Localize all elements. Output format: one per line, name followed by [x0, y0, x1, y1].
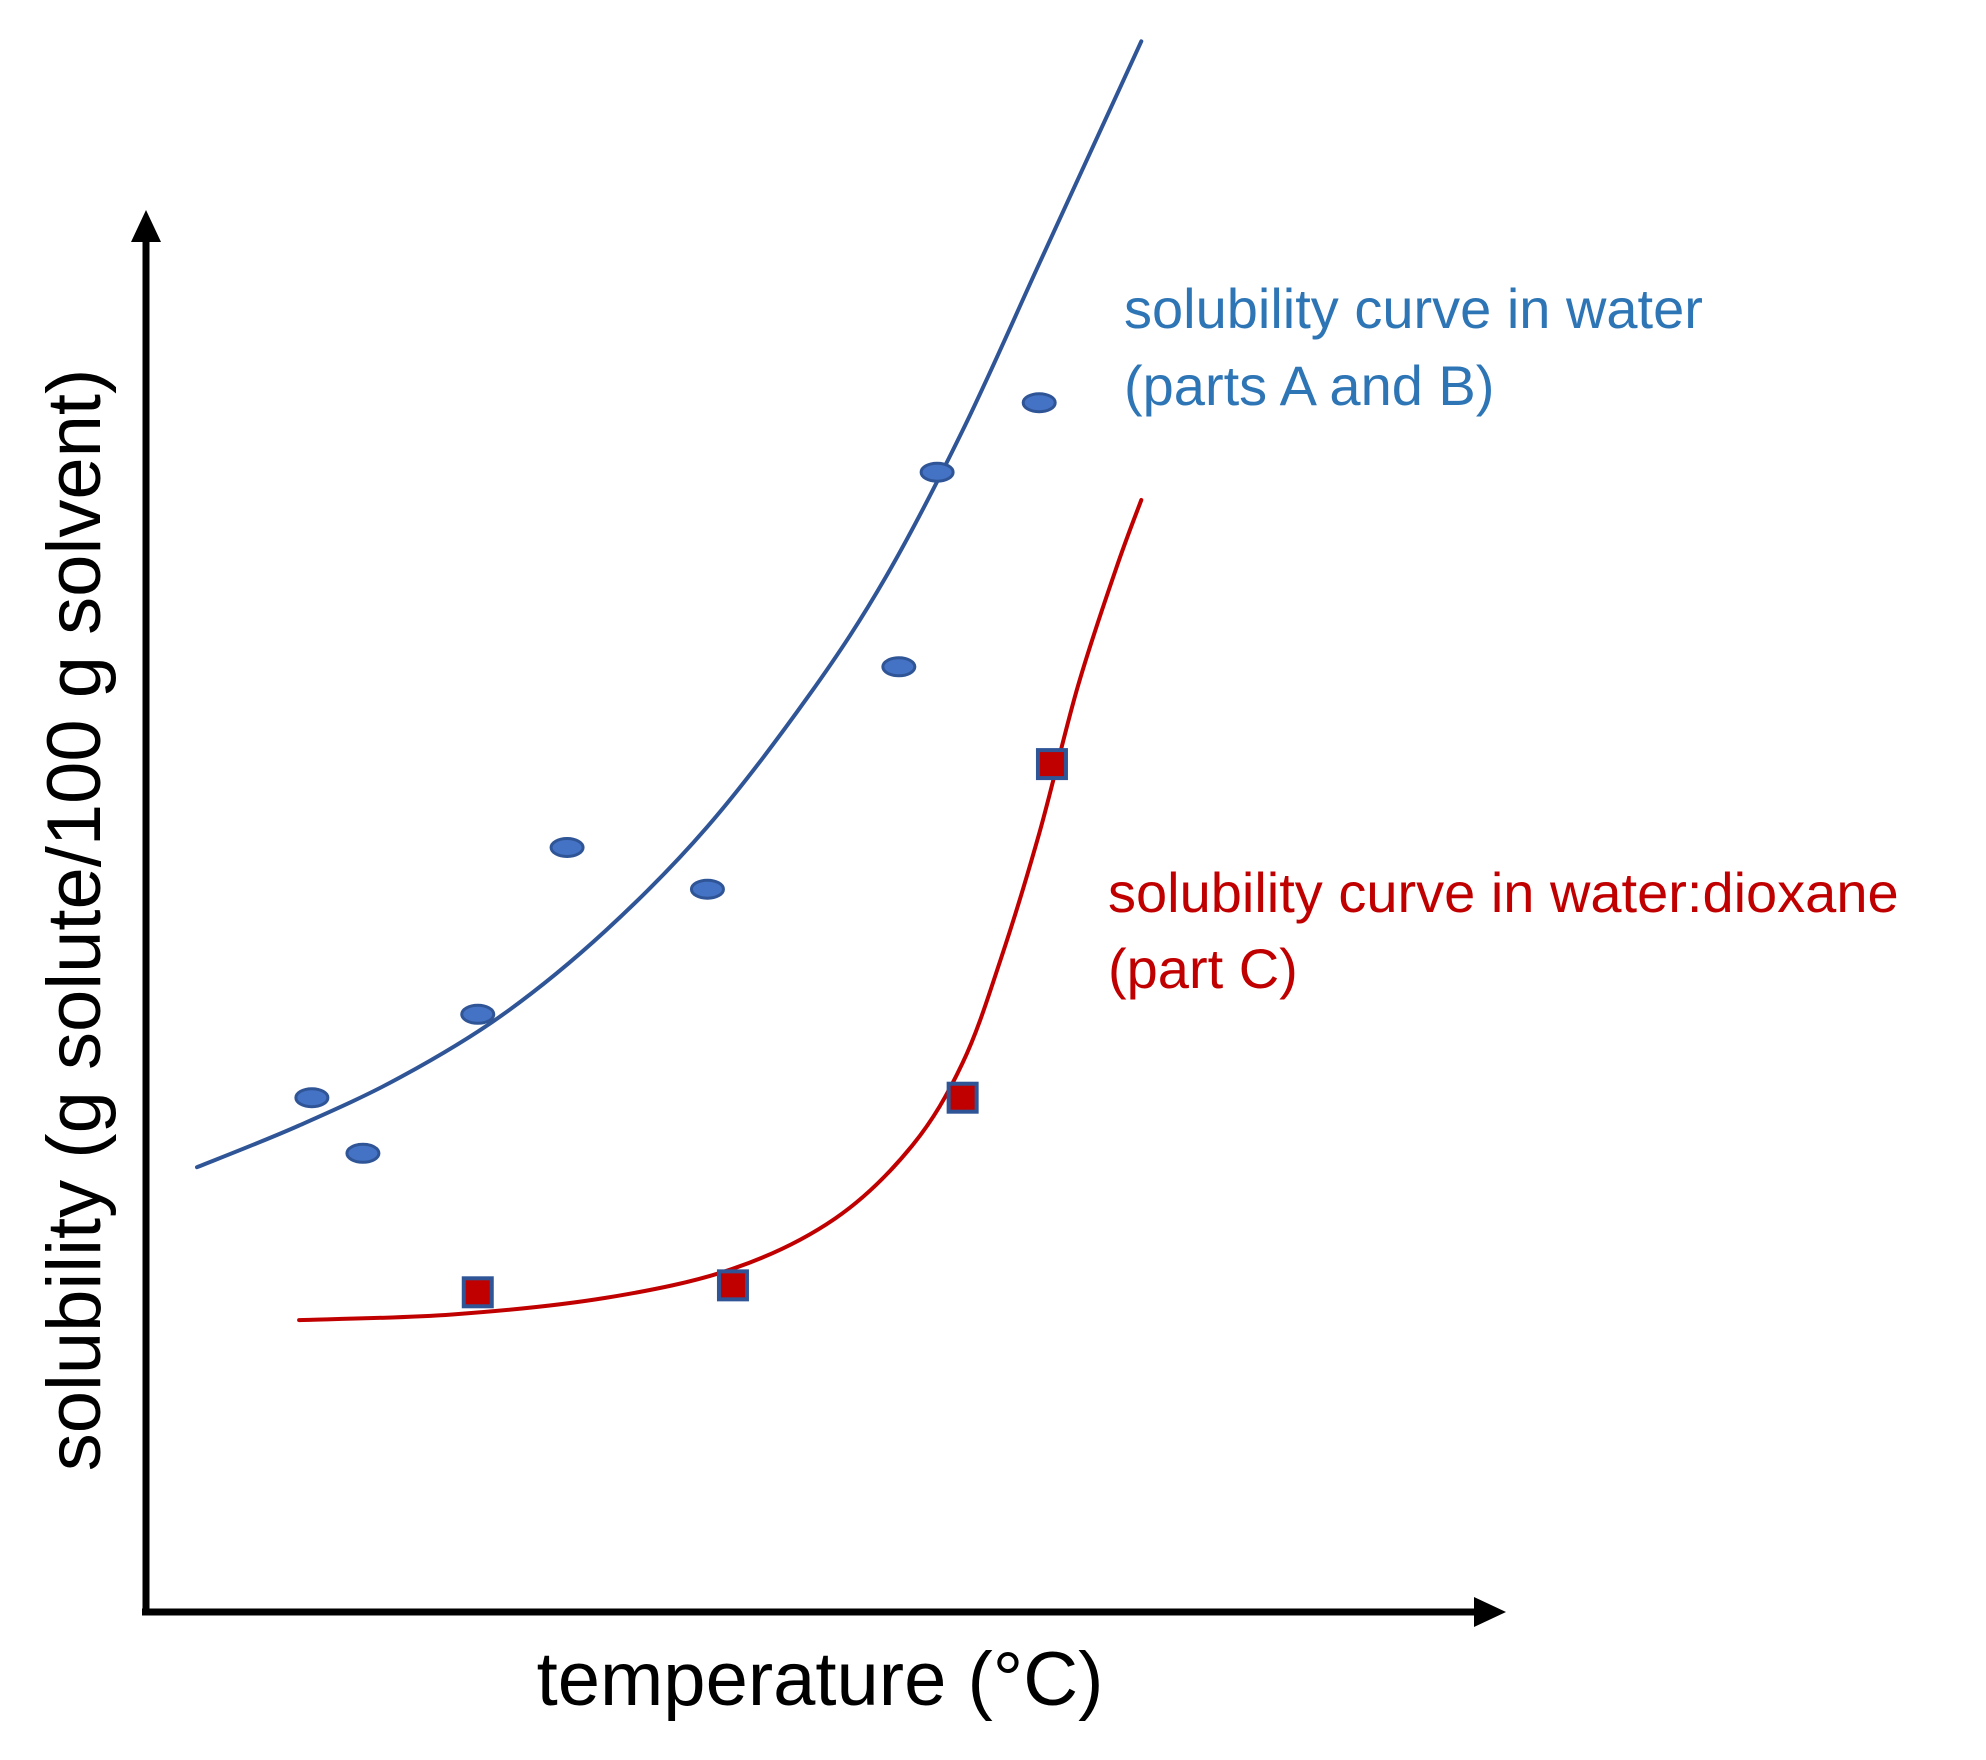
water-data-point-3 [460, 1003, 496, 1025]
water-dioxane-data-point-4 [1035, 748, 1068, 781]
y-axis-title: solubility (g solute/100 g solvent) [32, 369, 117, 1472]
data-markers [294, 392, 1068, 1309]
axes [131, 210, 1506, 1627]
water-data-point-8 [1021, 392, 1057, 414]
x-axis-arrowhead [1474, 1597, 1506, 1627]
water-curve-annotation: solubility curve in water (parts A and B… [1124, 277, 1703, 417]
water-dioxane-data-point-3 [946, 1081, 979, 1114]
x-axis-title: temperature (°C) [537, 1637, 1104, 1722]
water-label-line-1: solubility curve in water [1124, 277, 1703, 340]
water-curve [195, 39, 1144, 1170]
dioxane-curve-annotation: solubility curve in water:dioxane (part … [1108, 861, 1899, 1000]
water-data-point-5 [689, 878, 725, 900]
water-data-point-2 [345, 1142, 381, 1164]
y-axis-arrowhead [131, 210, 161, 242]
water-label-line-2: (parts A and B) [1124, 354, 1494, 417]
fitted-curves [195, 39, 1144, 1323]
water-data-point-4 [549, 837, 585, 858]
water-dioxane-data-point-1 [461, 1276, 494, 1309]
dioxane-label-line-2: (part C) [1108, 937, 1298, 1000]
water-data-point-6 [881, 656, 917, 678]
water-data-point-7 [919, 461, 955, 483]
dioxane-label-line-1: solubility curve in water:dioxane [1108, 861, 1899, 924]
water-data-point-1 [294, 1087, 330, 1109]
water-dioxane-curve [297, 498, 1144, 1323]
water-dioxane-data-point-2 [716, 1269, 749, 1302]
